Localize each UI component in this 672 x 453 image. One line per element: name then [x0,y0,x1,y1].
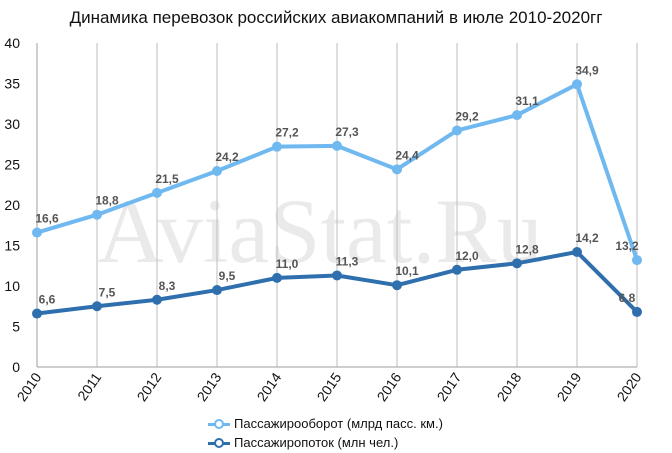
data-label-s1-2018: 31,1 [515,94,539,108]
data-point-s2-2017 [452,264,462,275]
x-tick-2016: 2016 [373,369,404,404]
data-label-s1-2010: 16,6 [35,212,59,226]
y-tick-40: 40 [4,35,20,51]
legend-label-turnover: Пассажирооборот (млрд пасс. км.) [234,416,443,431]
legend: Пассажирооборот (млрд пасс. км.) Пассажи… [208,414,443,452]
data-point-s1-2017 [452,125,462,136]
data-point-s2-2012 [152,294,162,305]
data-label-s2-2018: 12,8 [515,242,539,256]
data-label-s2-2015: 11,3 [336,254,359,268]
data-point-s1-2020 [632,255,642,266]
data-label-s1-2015: 27,3 [335,125,359,139]
legend-label-traffic: Пассажиропоток (млн чел.) [234,435,399,450]
data-label-s2-2016: 10,1 [395,264,419,278]
data-point-s2-2011 [92,301,102,312]
x-tick-2019: 2019 [553,369,584,404]
legend-item-passenger-traffic: Пассажиропоток (млн чел.) [208,433,443,452]
data-label-s2-2014: 11,0 [276,257,299,271]
x-tick-2018: 2018 [493,369,524,404]
data-point-s1-2012 [152,187,162,198]
data-label-s2-2012: 8,3 [159,279,176,293]
legend-swatch-turnover [208,417,230,431]
data-label-s2-2017: 12,0 [455,249,479,263]
data-point-s1-2018 [512,110,522,121]
y-tick-0: 0 [12,359,20,375]
chart-title: Динамика перевозок российских авиакомпан… [69,8,603,27]
data-label-s1-2019: 34,9 [575,63,599,77]
data-label-s2-2013: 9,5 [219,269,236,283]
x-tick-2012: 2012 [133,369,164,404]
y-tick-30: 30 [4,116,20,132]
data-point-s1-2016 [392,164,402,175]
y-tick-5: 5 [12,319,20,335]
data-point-s1-2015 [332,140,342,151]
data-point-s2-2020 [632,306,642,317]
data-label-s1-2013: 24,2 [215,150,239,164]
data-point-s2-2015 [332,270,342,281]
x-tick-2020: 2020 [613,369,644,404]
data-point-s1-2019 [572,79,582,90]
y-tick-15: 15 [4,238,20,254]
data-point-s2-2013 [212,285,222,296]
data-label-s1-2014: 27,2 [275,126,299,140]
x-tick-2013: 2013 [193,369,224,404]
data-label-s1-2020: 13,2 [615,239,639,253]
data-point-s2-2010 [32,308,42,319]
data-label-s1-2012: 21,5 [155,172,179,186]
data-label-s1-2011: 18,8 [95,194,119,208]
data-label-s2-2019: 14,2 [575,231,599,245]
data-point-s2-2019 [572,246,582,257]
data-point-s2-2018 [512,258,522,269]
watermark-text: AviaStat.Ru [97,180,543,282]
data-point-s1-2011 [92,209,102,220]
data-label-s2-2020: 6,8 [619,291,636,305]
data-label-s1-2016: 24,4 [395,148,419,162]
y-tick-35: 35 [4,76,20,92]
data-point-s1-2014 [272,141,282,152]
y-tick-25: 25 [4,157,20,173]
legend-swatch-traffic [208,436,230,450]
data-point-s2-2016 [392,280,402,291]
data-point-s1-2010 [32,227,42,238]
data-label-s2-2010: 6,6 [39,293,56,307]
data-point-s2-2014 [272,272,282,283]
data-point-s1-2013 [212,165,222,176]
x-tick-2011: 2011 [74,369,104,403]
x-tick-2015: 2015 [313,369,344,404]
x-tick-2014: 2014 [253,369,284,404]
data-label-s1-2017: 29,2 [455,109,479,123]
x-tick-2017: 2017 [433,369,464,404]
y-tick-20: 20 [4,197,20,213]
y-tick-10: 10 [4,278,20,294]
legend-item-passenger-turnover: Пассажирооборот (млрд пасс. км.) [208,414,443,433]
data-label-s2-2011: 7,5 [99,285,116,299]
